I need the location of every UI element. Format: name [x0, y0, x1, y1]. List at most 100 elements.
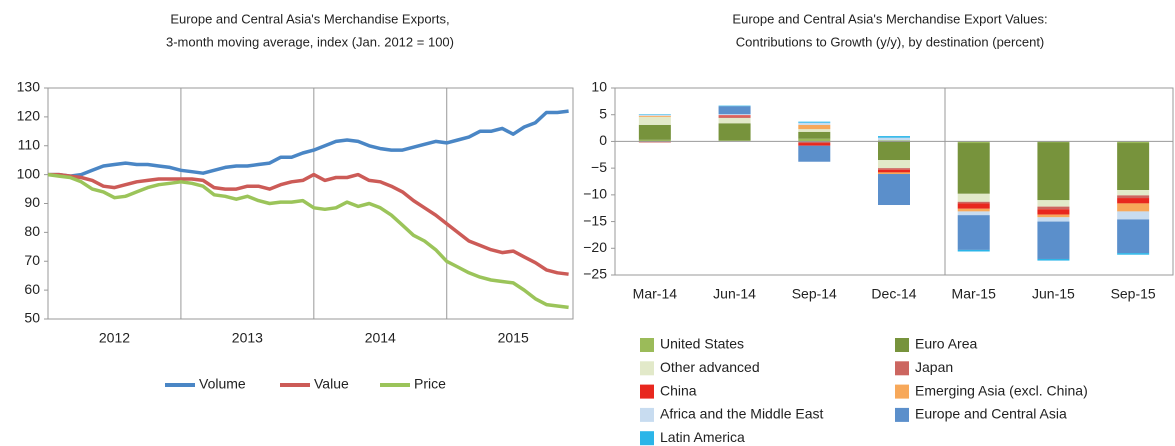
legend-label: Emerging Asia (excl. China) [915, 382, 1088, 398]
bar-segment [878, 172, 910, 175]
bar-segment [957, 193, 990, 202]
y-tick-label: 90 [24, 194, 40, 210]
bar-segment [718, 106, 751, 115]
y-tick-label: 100 [17, 165, 41, 181]
bar-segment [638, 115, 671, 117]
data-line [47, 172, 569, 310]
y-tick-label: −15 [583, 212, 607, 228]
bar-segment [1117, 190, 1150, 196]
y-tick-label: −20 [583, 239, 607, 255]
bar-segment [1117, 198, 1150, 204]
bar-segment [1117, 143, 1150, 191]
legend-label: Latin America [660, 429, 745, 445]
y-tick-label: 60 [24, 281, 40, 297]
bar-segment [957, 211, 990, 216]
bar-segment [718, 115, 751, 117]
data-line [48, 109, 569, 178]
x-tick-label: Jun-15 [1032, 286, 1075, 302]
legend-label: Europe and Central Asia [915, 406, 1067, 422]
bar-segment [878, 136, 910, 138]
legend-swatch [895, 361, 909, 376]
legend-label: Value [314, 376, 349, 392]
bar-segment [878, 174, 910, 206]
bar-segment [798, 138, 831, 142]
bar-segment [1117, 141, 1150, 144]
legend-label: China [660, 382, 697, 398]
bar-segment [798, 141, 831, 144]
chart-title: Europe and Central Asia's Merchandise Ex… [170, 11, 449, 26]
bar-segment [798, 124, 831, 130]
x-tick-label: Mar-15 [952, 286, 997, 302]
legend-swatch [640, 407, 654, 422]
x-tick-label: Jun-14 [713, 286, 756, 302]
chart-subtitle: Contributions to Growth (y/y), by destin… [736, 34, 1045, 49]
x-tick-label: 2012 [99, 330, 130, 346]
legend-label: Volume [199, 376, 246, 392]
bar-segment [798, 129, 831, 132]
bar-segment [1117, 219, 1150, 254]
bar-segment [878, 137, 910, 141]
x-tick-label: 2015 [498, 330, 529, 346]
bar-segment [798, 143, 831, 146]
bar-segment [638, 139, 671, 142]
bar-segment [957, 215, 990, 250]
bar-segment [878, 169, 910, 173]
x-tick-label: 2014 [365, 330, 396, 346]
bar-segment [718, 123, 751, 141]
y-tick-label: −5 [591, 159, 607, 175]
bar-segment [1037, 142, 1070, 201]
legend-label: Africa and the Middle East [660, 406, 824, 422]
bar-segment [798, 121, 831, 123]
bar-segment [718, 140, 751, 142]
bar-segment [957, 208, 990, 212]
legend-label: United States [660, 336, 744, 352]
y-tick-label: −10 [583, 186, 607, 202]
y-tick-label: −25 [583, 266, 607, 282]
bar-segment [1117, 211, 1150, 220]
data-line [48, 172, 569, 276]
bar-segment [957, 201, 990, 204]
y-tick-label: 70 [24, 252, 40, 268]
bar-segment [878, 160, 910, 169]
bar-segment [957, 141, 990, 144]
x-tick-label: Sep-15 [1111, 286, 1156, 302]
y-tick-label: 120 [17, 108, 41, 124]
bar-segment [878, 168, 910, 170]
bar-segment [1037, 200, 1070, 207]
bar-segment [1037, 214, 1070, 218]
bar-segment [957, 143, 990, 194]
legend-swatch [640, 431, 654, 446]
legend-label: Japan [915, 359, 953, 375]
bar-segment [1037, 141, 1070, 143]
y-tick-label: 50 [24, 310, 40, 326]
bar-segment [1037, 206, 1070, 210]
bar-segment [638, 124, 671, 140]
y-tick-label: 130 [17, 79, 41, 95]
bar-segment [798, 145, 831, 162]
bar-segment [1037, 221, 1070, 259]
x-tick-label: Mar-14 [633, 286, 678, 302]
legend-label: Other advanced [660, 359, 760, 375]
legend-swatch [895, 338, 909, 352]
legend-swatch [640, 338, 654, 352]
bar-segment [798, 131, 831, 139]
y-tick-label: 0 [599, 132, 607, 148]
bar-segment [878, 140, 910, 142]
bar-segment [638, 114, 671, 116]
legend-swatch [895, 384, 909, 399]
x-tick-label: 2013 [232, 330, 263, 346]
bar-segment [638, 141, 671, 143]
bar-segment [878, 141, 910, 161]
bar-segment [718, 105, 751, 107]
bar-segment [638, 114, 671, 115]
y-tick-label: 110 [18, 136, 41, 152]
plot-frame [47, 87, 574, 320]
chart-title: Europe and Central Asia's Merchandise Ex… [732, 11, 1047, 26]
bar-segment [1117, 203, 1150, 212]
legend-swatch [640, 361, 654, 376]
x-tick-label: Dec-14 [871, 286, 916, 302]
bar-segment [638, 116, 671, 125]
bar-segment [1037, 258, 1070, 261]
legend-swatch [895, 407, 909, 422]
